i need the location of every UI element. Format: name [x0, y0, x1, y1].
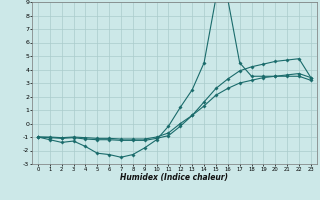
X-axis label: Humidex (Indice chaleur): Humidex (Indice chaleur): [120, 173, 228, 182]
